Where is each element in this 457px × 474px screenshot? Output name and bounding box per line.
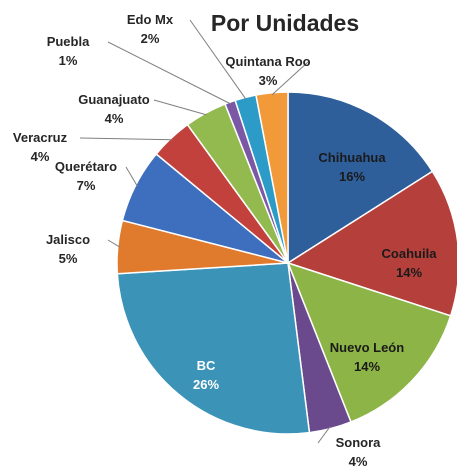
pie-slice-coahuila (286, 170, 457, 317)
slice-label: Puebla (47, 34, 90, 49)
slice-label: Edo Mx (127, 12, 174, 27)
slice-label: Jalisco (46, 232, 90, 247)
slice-percent-label: 2% (141, 31, 160, 46)
slice-label: Chihuahua (318, 150, 386, 165)
pie-slice-chihuahua (287, 91, 434, 265)
leader-line (107, 239, 121, 248)
slice-percent-label: 1% (59, 53, 78, 68)
slice-percent-label: 16% (339, 169, 365, 184)
slice-label: Coahuila (382, 246, 438, 261)
slice-label: Guanajuato (78, 92, 150, 107)
slice-label: Sonora (336, 435, 382, 450)
pie-slice-nuevo-le-n (286, 261, 452, 423)
pie-slice-quintana-roo (255, 91, 289, 264)
chart-title: Por Unidades (211, 10, 359, 36)
leader-line (189, 19, 247, 100)
slice-percent-label: 3% (259, 73, 278, 88)
slice-percent-label: 14% (396, 265, 422, 280)
slice-percent-label: 4% (349, 454, 368, 469)
slice-percent-label: 5% (59, 251, 78, 266)
slice-percent-label: 14% (354, 359, 380, 374)
leader-line (79, 137, 173, 141)
slice-percent-label: 26% (193, 377, 219, 392)
leader-line (271, 61, 309, 96)
pie-slices (116, 91, 457, 435)
slice-label: Querétaro (55, 159, 117, 174)
slice-label: Quintana Roo (225, 54, 310, 69)
leader-line (153, 99, 207, 116)
slice-percent-label: 4% (31, 149, 50, 164)
slice-percent-label: 4% (105, 111, 124, 126)
leader-line (125, 166, 138, 187)
slice-percent-label: 7% (77, 178, 96, 193)
slice-label: BC (197, 358, 216, 373)
slice-label: Veracruz (13, 130, 68, 145)
leader-lines (79, 19, 331, 444)
slice-labels: Chihuahua 16% Coahuila 14% Nuevo León 14% Sono… (13, 12, 437, 469)
slice-label: Nuevo León (330, 340, 404, 355)
leader-line (107, 41, 232, 105)
leader-line (317, 426, 331, 444)
pie-slice-bc (116, 262, 311, 435)
